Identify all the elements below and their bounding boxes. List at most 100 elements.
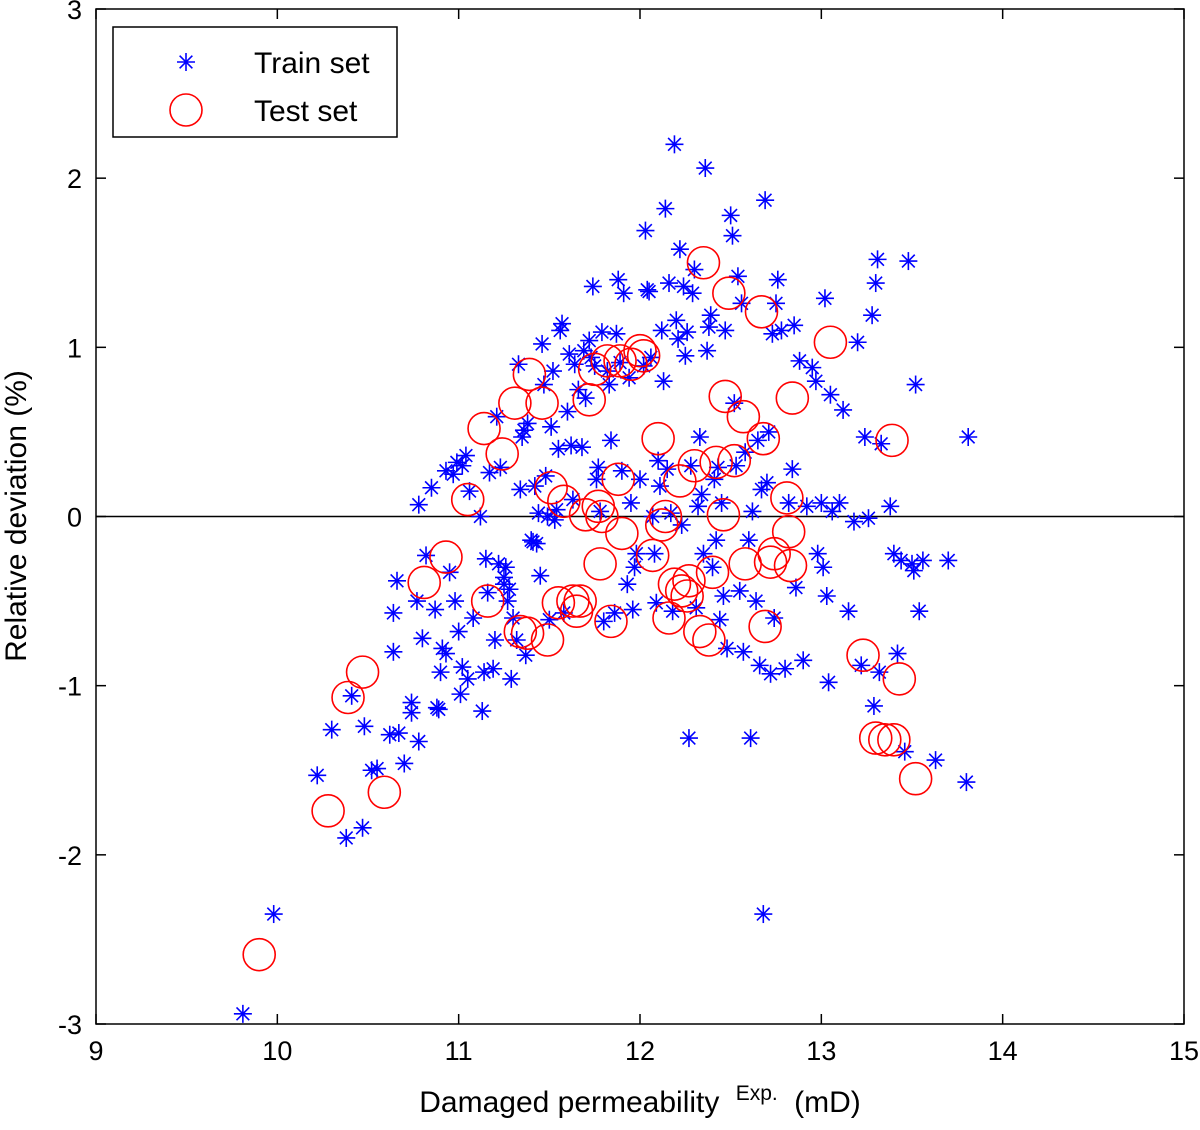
train-point	[458, 669, 477, 688]
test-point	[590, 344, 625, 378]
test-point	[753, 545, 788, 579]
train-point	[748, 431, 767, 450]
test-point	[583, 547, 617, 581]
train-point	[612, 461, 631, 480]
test-point	[867, 722, 902, 757]
test-point	[898, 761, 933, 796]
train-point	[476, 549, 495, 568]
test-point	[706, 498, 741, 532]
x-tick-label: 13	[806, 1036, 836, 1066]
train-point	[591, 502, 610, 521]
train-point	[511, 480, 530, 499]
test-point	[744, 295, 779, 329]
train-point	[600, 375, 619, 394]
train-point	[819, 673, 838, 692]
train-point	[558, 402, 577, 421]
train-point	[389, 724, 408, 743]
train-point	[899, 252, 918, 271]
train-point	[872, 434, 891, 453]
train-point	[679, 729, 698, 748]
train-point	[779, 493, 798, 512]
x-axis-label: Damaged permeability Exp. (mD)	[419, 1074, 861, 1119]
train-point	[353, 818, 372, 837]
train-point	[594, 612, 613, 631]
train-point	[844, 512, 863, 531]
train-point	[233, 1004, 252, 1023]
test-point	[775, 381, 810, 415]
train-point	[409, 495, 428, 514]
test-point	[652, 601, 686, 635]
test-point	[605, 516, 639, 551]
train-point	[692, 485, 711, 504]
train-point	[631, 470, 649, 489]
train-point	[650, 477, 669, 496]
train-point	[489, 554, 508, 573]
test-point	[708, 379, 743, 414]
train-point	[429, 700, 448, 719]
y-tick-label: 0	[67, 503, 82, 533]
train-point	[565, 355, 584, 374]
train-point	[790, 351, 809, 370]
x-tick-label: 14	[988, 1036, 1018, 1066]
x-axis-label-main: Damaged permeability	[419, 1086, 719, 1119]
y-axis-label: Relative deviation (%)	[0, 370, 33, 662]
x-tick-label: 11	[445, 1036, 473, 1066]
y-tick-label: -2	[58, 841, 82, 871]
train-point	[563, 490, 582, 509]
train-point	[689, 497, 708, 516]
test-point	[875, 423, 909, 458]
train-point	[560, 345, 579, 364]
train-point	[703, 558, 722, 577]
train-point	[449, 622, 468, 641]
train-point	[658, 460, 677, 479]
train-point	[723, 226, 742, 245]
train-point	[473, 702, 492, 721]
train-point	[794, 651, 813, 670]
train-point	[728, 267, 747, 286]
test-point	[498, 386, 532, 420]
train-point	[683, 284, 702, 303]
train-point	[487, 407, 506, 426]
train-point	[786, 578, 805, 597]
test-point	[547, 484, 581, 519]
train-point	[707, 531, 726, 550]
train-point	[543, 362, 562, 381]
train-point	[478, 583, 497, 602]
train-point	[830, 493, 849, 512]
train-point	[636, 221, 655, 240]
train-point	[433, 639, 452, 658]
test-point	[770, 481, 804, 515]
train-point	[431, 663, 450, 682]
test-point	[635, 538, 670, 573]
train-point	[485, 630, 504, 649]
train-point	[500, 580, 519, 599]
train-point	[451, 685, 470, 704]
test-point	[311, 794, 345, 828]
train-point	[322, 720, 341, 739]
train-point	[783, 460, 802, 479]
test-point	[699, 445, 733, 480]
test-point	[672, 563, 706, 598]
test-point	[712, 276, 746, 311]
train-point	[460, 482, 479, 501]
train-point	[888, 644, 907, 663]
test-point	[534, 470, 568, 505]
test-point	[726, 399, 761, 434]
y-tick-label: 1	[67, 333, 82, 363]
test-point	[692, 623, 726, 657]
y-tick-label: 2	[67, 164, 82, 194]
train-point	[785, 316, 804, 335]
train-point	[576, 389, 595, 408]
x-axis-label-superscript: Exp.	[736, 1082, 778, 1105]
test-point	[877, 722, 911, 757]
train-point	[881, 497, 900, 516]
test-point	[846, 638, 880, 673]
train-point	[757, 473, 776, 492]
train-point	[337, 828, 356, 847]
train-point	[426, 600, 445, 619]
train-point	[569, 380, 588, 399]
train-point	[718, 639, 737, 658]
legend-box	[112, 26, 398, 138]
train-point	[739, 531, 758, 550]
test-point	[614, 347, 648, 382]
